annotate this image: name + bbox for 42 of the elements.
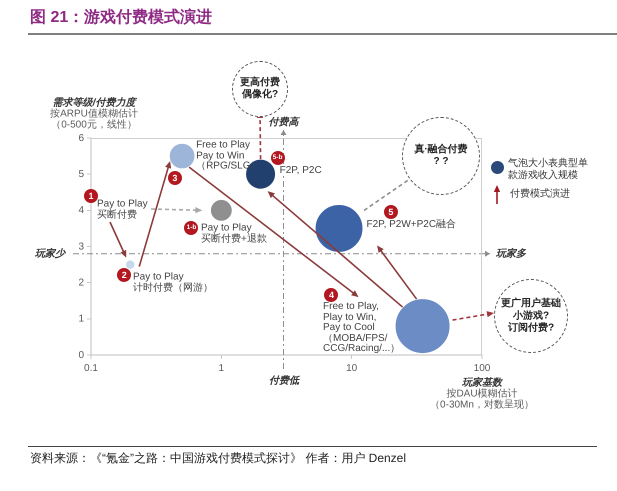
annotation: F2P, P2W+P2C融合	[366, 218, 456, 230]
text: 付费模式演进	[510, 188, 570, 200]
text: 按DAU模糊估计	[446, 388, 518, 400]
x-tick-label: 0.1	[84, 362, 98, 374]
y-tick-label: 3	[78, 241, 84, 252]
y-tick-label: 4	[78, 205, 84, 216]
y-axis-title: 需求等级/付费力度	[52, 98, 136, 108]
text: 更高付费偶像化?	[239, 77, 281, 101]
ref-line-label: 玩家多	[496, 248, 526, 260]
text: 小游戏?	[512, 310, 550, 322]
annotation: Free to Play, Play to Win, Pay to Cool （MOBA/FPS/ CCG/Racing/...）	[323, 300, 400, 354]
text: （0-30Mn，对数呈现）	[430, 400, 534, 410]
number-badge: 4	[324, 288, 338, 302]
number-badge: 5	[384, 205, 398, 220]
y-tick-label: 1	[78, 314, 84, 325]
y-tick-label: 2	[78, 277, 84, 288]
text: 按ARPU值模糊估计	[50, 108, 138, 120]
annotation: Pay to Play 买断付费	[97, 198, 148, 220]
number-badge: 3	[168, 170, 182, 185]
annotation: 真·融合付费 ? ?	[414, 144, 468, 168]
text: 资料来源：《“氪金”之路：中国游戏付费模式探讨》 作者：用户 Denzel	[30, 451, 406, 466]
text: 付费低	[269, 376, 299, 386]
annotation: Pay to Play 计时付费（网游）	[133, 272, 213, 294]
annotation: Free to Play Pay to Win （RPG/SLG）	[196, 139, 261, 172]
x-tick-label: 1	[218, 362, 225, 374]
ref-line-label: 付费高	[268, 117, 299, 128]
text: 订阅付费?	[508, 322, 554, 334]
text: （0-500元，线性）	[51, 120, 137, 130]
x-axis-title: 玩家基数	[462, 378, 502, 388]
annotation: F2P, P2C	[280, 164, 322, 176]
y-tick-label: 5	[78, 168, 84, 180]
text: 更广用户基础	[501, 298, 561, 310]
y-tick-label: 0	[78, 350, 84, 361]
annotation: Pay to Play 买断付费+退款	[201, 222, 267, 244]
text: 玩家少	[35, 248, 65, 260]
x-tick-label: 10	[346, 362, 358, 374]
number-badge: 1	[84, 188, 98, 203]
y-tick-label: 6	[78, 132, 84, 144]
text: 气泡大小表典型单款游戏收入规模	[508, 158, 589, 182]
number-badge: 2	[117, 268, 132, 282]
x-tick-label: 100	[474, 362, 491, 374]
chart-title: 图 21：游戏付费模式演进	[30, 8, 212, 28]
